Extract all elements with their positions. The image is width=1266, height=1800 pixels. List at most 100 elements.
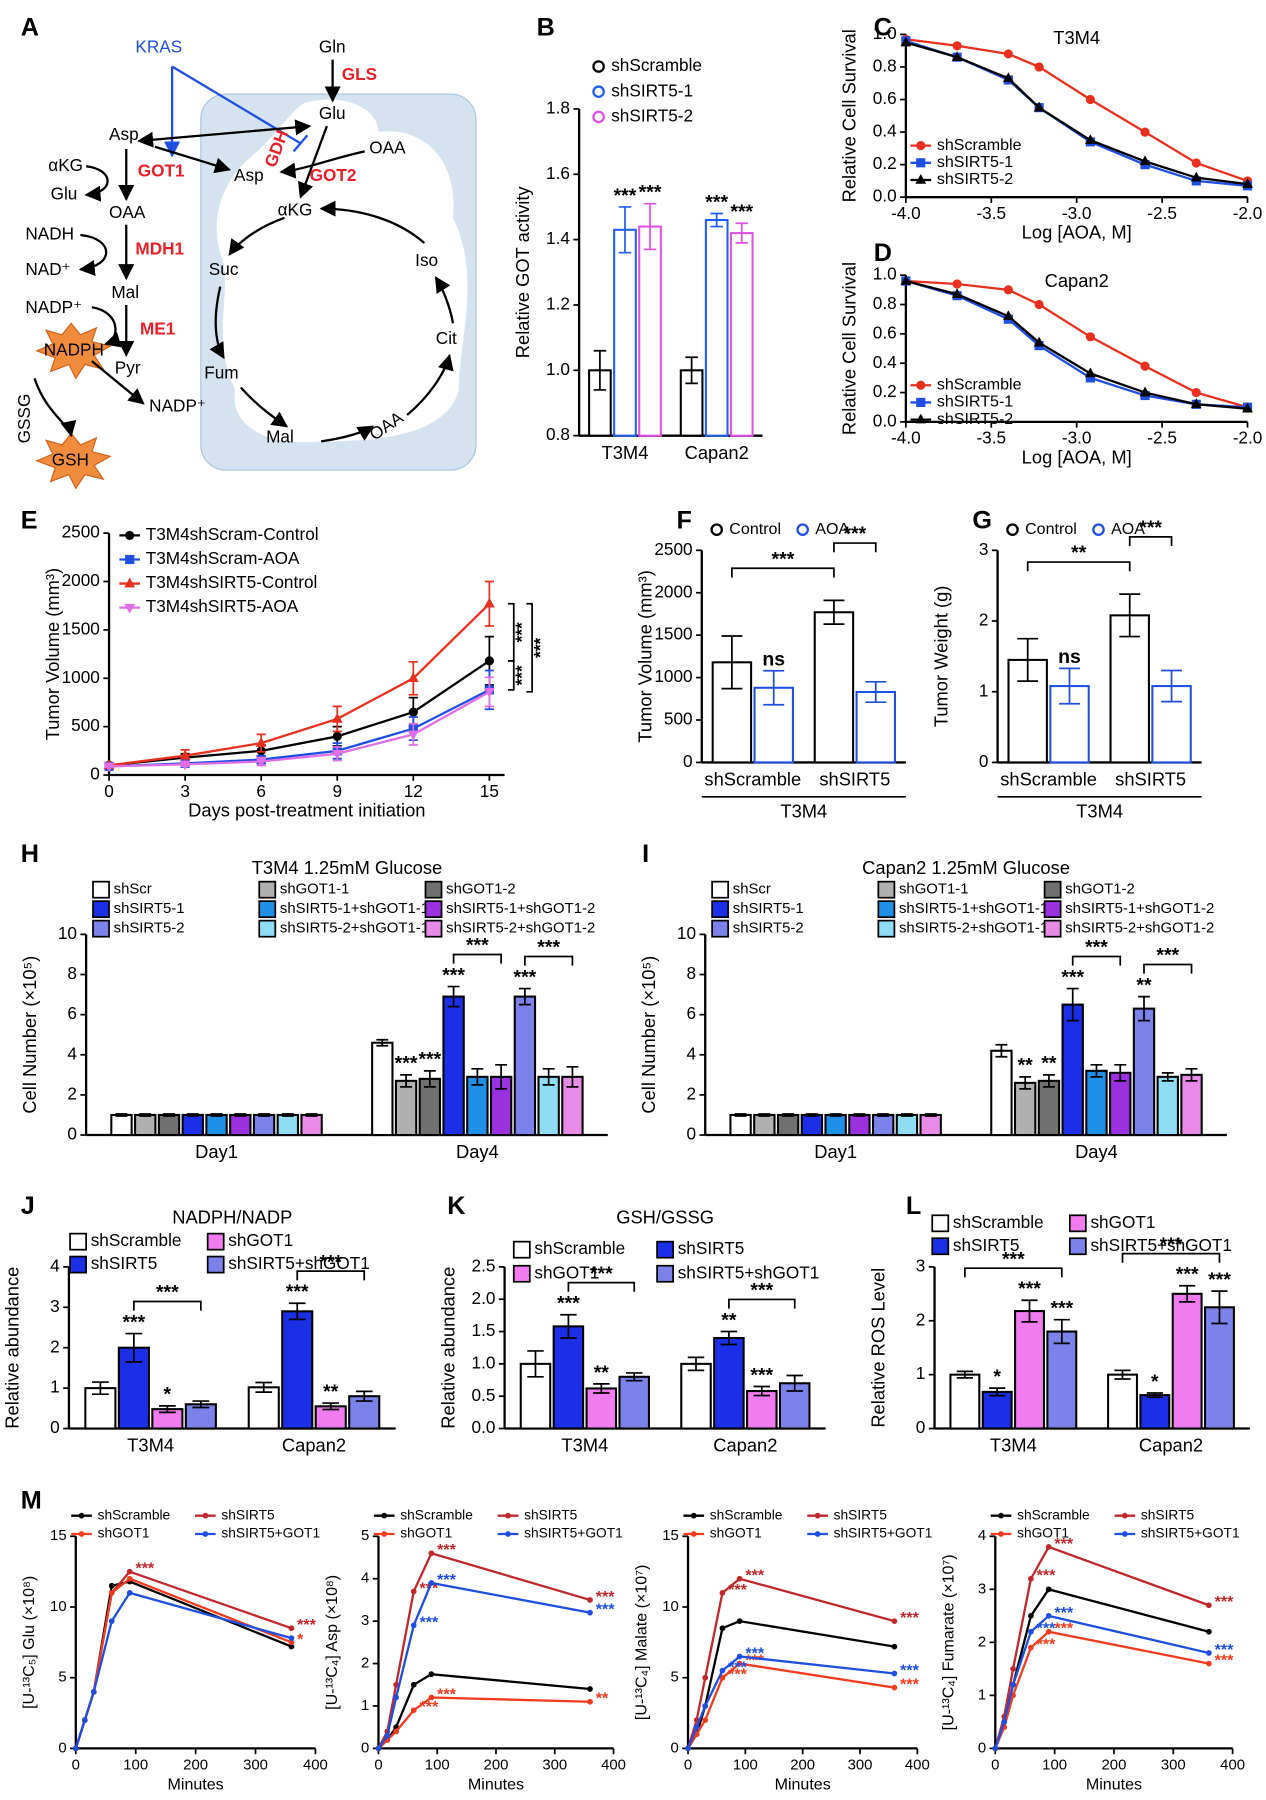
bracket-label: *** [750, 1280, 773, 1302]
bracket [1143, 963, 1193, 974]
significance: *** [614, 185, 637, 207]
marker [1003, 49, 1013, 59]
series-line [686, 1577, 895, 1749]
error-bar [829, 1113, 842, 1117]
marker [916, 158, 926, 168]
error-bar [1119, 593, 1141, 638]
y-axis-label: Relative Cell Survival [839, 29, 860, 202]
bar [729, 1113, 752, 1137]
y-tick-label: 2000 [654, 581, 692, 601]
bar [919, 1113, 942, 1137]
legend-swatch [796, 523, 809, 536]
error-bar [618, 206, 632, 254]
marker [1242, 402, 1253, 413]
legend-label: shSIRT5-2 [937, 170, 1013, 188]
bar [1171, 1292, 1203, 1430]
significance: *** [745, 1567, 764, 1585]
chart-panel: F 0 500 1000 1500 2000 2500 Tumor Volume (mm³) s… [635, 506, 906, 822]
chart-panel: C T3M4 0.0 0.2 0.4 0.6 0.8 1.0 Relative Cell Sur… [839, 13, 1263, 242]
marker [126, 1575, 133, 1582]
marker [719, 1590, 726, 1596]
marker [78, 1531, 85, 1537]
chart-title: Capan2 1.25mM Glucose [862, 857, 1070, 878]
marker [428, 1550, 435, 1557]
significance: * [1151, 1371, 1159, 1393]
chart-panel: K GSH/GSSG 0.0 0.5 1.0 1.5 2.0 2.5 Relative abun… [437, 1192, 826, 1456]
marker [202, 1512, 209, 1519]
significance: *** [900, 1609, 919, 1627]
marker [483, 597, 495, 608]
legend-swatch [877, 880, 896, 899]
marker [410, 1681, 417, 1688]
marker [108, 1618, 115, 1625]
x-tick-label: -4.0 [891, 428, 921, 448]
significance: *** [639, 182, 662, 204]
legend-label: shSIRT5-2+shGOT1-2 [446, 921, 595, 937]
marker [916, 141, 926, 151]
significance: *** [1215, 1641, 1234, 1659]
y-axis-label: Tumor Volume (mm³) [635, 570, 656, 742]
legend-label: shScramble [1017, 1507, 1090, 1522]
panel-letter: E [21, 506, 38, 534]
node: NADP⁺ [149, 396, 206, 416]
y-tick-label: 3 [361, 1613, 369, 1629]
bar [848, 1113, 871, 1137]
marker [410, 1588, 417, 1595]
legend-label: T3M4shScram-Control [146, 524, 319, 544]
cycle-arrow [406, 353, 454, 416]
significance: *** [437, 1541, 456, 1559]
marker [1045, 1586, 1052, 1593]
error-bar [1017, 637, 1039, 682]
legend-label: shSIRT5+GOT1 [834, 1526, 933, 1541]
x-tick-label: -2.0 [1233, 203, 1263, 223]
y-tick-label: 2 [979, 610, 989, 630]
series-line [108, 602, 491, 767]
cycle-arrow [240, 386, 289, 428]
marker [1028, 1612, 1034, 1619]
significance: *** [135, 1560, 154, 1578]
marker [331, 712, 343, 723]
node: Mal [266, 427, 294, 447]
x-tick-label: Capan2 [713, 1435, 777, 1456]
error-bar [1114, 1063, 1127, 1082]
y-axis-label: [U-¹³C₅] Glu (×10⁸) [20, 1576, 38, 1709]
error-bar [376, 1038, 389, 1047]
legend-swatch [592, 85, 605, 99]
x-tick-label: 100 [425, 1758, 450, 1774]
error-bar [1019, 1075, 1032, 1090]
legend-label: shScramble [534, 1238, 625, 1258]
y-tick-label: 0 [671, 1740, 679, 1756]
y-tick-label: 2.5 [472, 1255, 496, 1275]
significance: * [297, 1630, 304, 1648]
chart-title: NADPH/NADP [172, 1207, 292, 1228]
node: Gln [319, 37, 346, 57]
y-tick-label: 0 [978, 1740, 986, 1756]
arrow [279, 150, 365, 179]
bar [281, 1310, 314, 1430]
y-tick-label: 2 [67, 1083, 77, 1103]
marker [900, 275, 912, 285]
error-bar [1185, 1067, 1198, 1082]
marker [1010, 1666, 1016, 1672]
legend-label: shSIRT5-2 [937, 410, 1013, 428]
bar [371, 1041, 394, 1137]
series-line [377, 1551, 591, 1749]
x-tick-label: shScramble [1000, 769, 1097, 790]
marker [1139, 386, 1151, 397]
marker [992, 1745, 999, 1752]
marker [1084, 367, 1096, 378]
series-line [994, 1588, 1210, 1749]
y-tick-label: 500 [71, 715, 100, 735]
y-tick-label: 0 [683, 751, 693, 771]
significance: *** [395, 1053, 418, 1075]
x-tick-label: 400 [303, 1758, 328, 1774]
error-bar [643, 202, 657, 251]
bar [300, 1113, 323, 1137]
legend-swatch [711, 880, 730, 899]
bar [1013, 1081, 1037, 1137]
error-bar [125, 1332, 143, 1363]
chart-panel: H T3M4 1.25mM Glucose 0 2 4 6 8 10 Cell Number (… [19, 840, 608, 1162]
series-line [905, 279, 1248, 409]
marker [202, 1531, 209, 1537]
